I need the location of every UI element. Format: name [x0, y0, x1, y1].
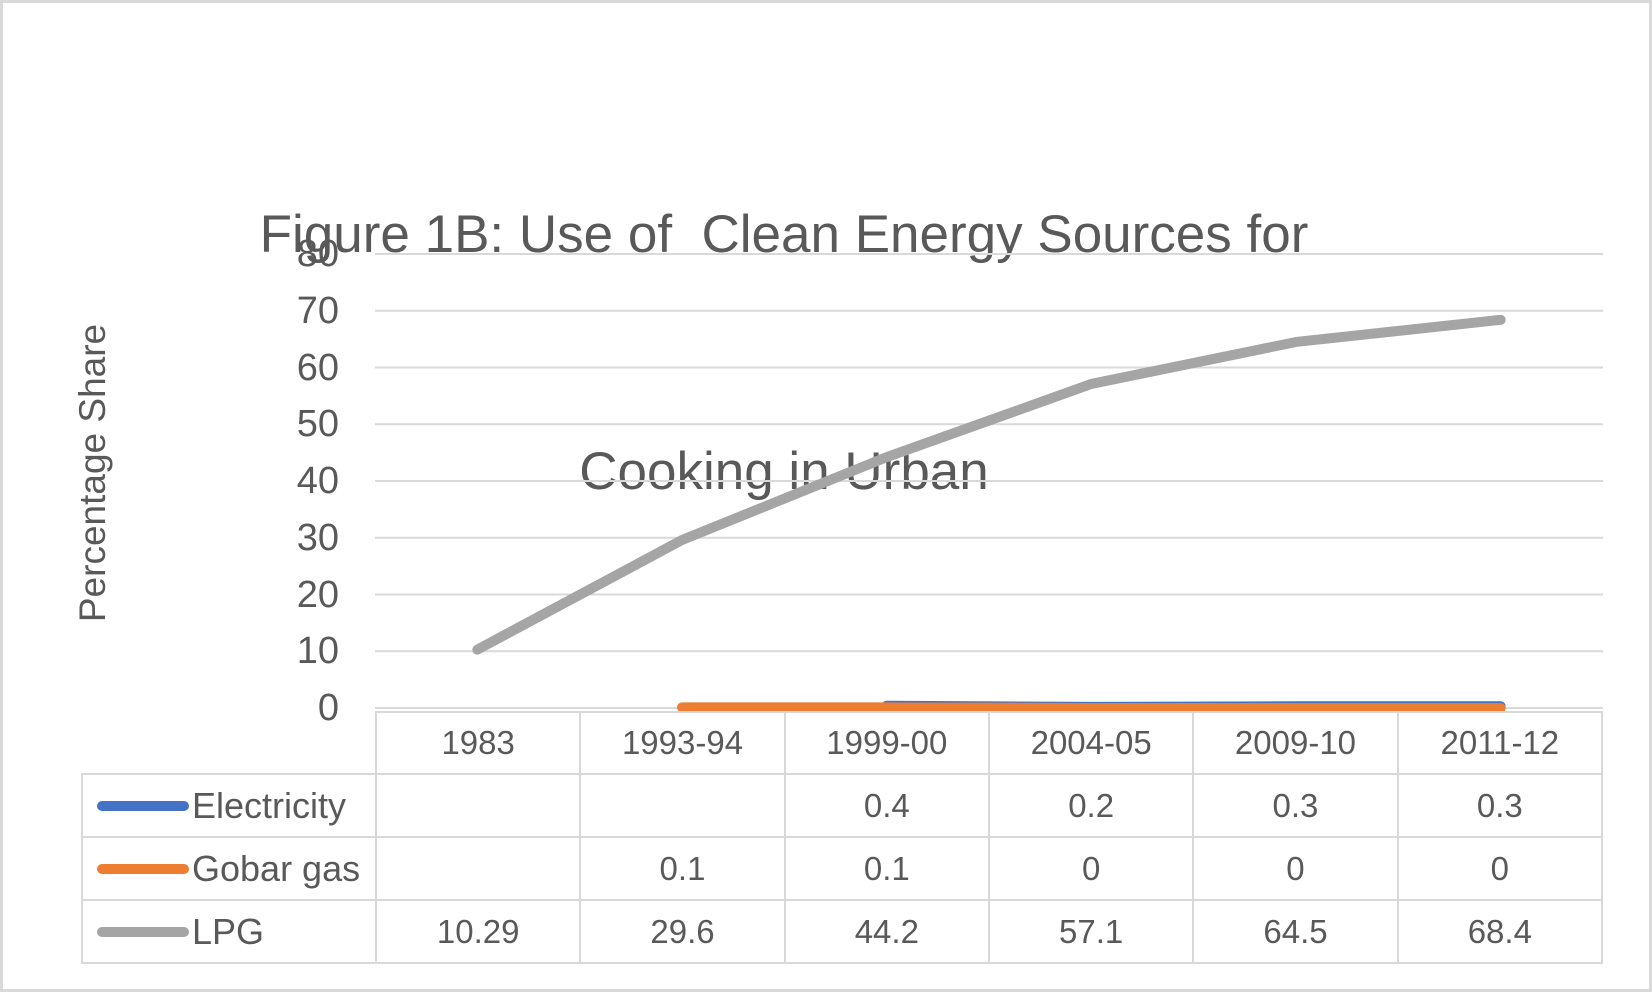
y-tick-label: 50 — [296, 403, 339, 446]
value-cell: 0.1 — [783, 836, 990, 901]
value-cell: 10.29 — [374, 899, 582, 964]
legend-label: Gobar gas — [192, 847, 361, 889]
year-header-cell: 2011-12 — [1396, 711, 1604, 775]
value-cell: 0.1 — [579, 836, 786, 901]
legend-swatch-icon — [97, 863, 189, 874]
legend-swatch-icon — [97, 800, 189, 811]
value-cell: 0 — [1396, 836, 1604, 901]
value-cell: 64.5 — [1192, 899, 1399, 964]
value-cell: 0.4 — [783, 773, 990, 838]
value-cell: 44.2 — [783, 899, 990, 964]
value-cell: 0.3 — [1192, 773, 1399, 838]
value-cell: 68.4 — [1396, 899, 1604, 964]
year-header-cell: 2004-05 — [987, 711, 1195, 775]
table-corner-spacer — [82, 712, 376, 774]
data-table: 1983 1993-94 1999-00 2004-05 2009-10 2011-12 E… — [81, 711, 1604, 964]
plot-area — [375, 253, 1603, 713]
y-tick-label: 40 — [296, 460, 339, 502]
value-cell: 57.1 — [987, 899, 1195, 964]
y-tick-label: 30 — [296, 516, 339, 559]
y-tick-label: 80 — [296, 233, 339, 275]
series-line-lpg — [472, 314, 1506, 655]
y-tick-label: 60 — [296, 346, 339, 389]
legend-label: LPG — [192, 910, 265, 952]
value-cell: 0.2 — [987, 773, 1195, 838]
value-cell — [579, 773, 786, 838]
legend-key-cell: Electricity — [81, 773, 377, 838]
series-line-gobar-gas — [677, 702, 1506, 713]
value-cell: 0 — [1192, 836, 1399, 901]
legend-key-cell: LPG — [81, 899, 377, 964]
year-header-cell: 1999-00 — [783, 711, 990, 775]
y-tick-label: 0 — [317, 687, 339, 729]
y-tick-label: 20 — [296, 573, 339, 616]
y-tick-label: 10 — [296, 630, 339, 673]
value-cell — [374, 773, 582, 838]
legend-swatch-icon — [97, 926, 189, 937]
value-cell: 0.3 — [1396, 773, 1604, 838]
legend-label: Electricity — [192, 784, 347, 826]
year-header-cell: 2009-10 — [1192, 711, 1399, 775]
value-cell: 29.6 — [579, 899, 786, 964]
year-header-cell: 1993-94 — [579, 711, 786, 775]
table-row: LPG 10.29 29.6 44.2 57.1 64.5 68.4 — [81, 899, 1604, 964]
table-row: Gobar gas 0.1 0.1 0 0 0 — [81, 836, 1604, 901]
table-row: Electricity 0.4 0.2 0.3 0.3 — [81, 773, 1604, 838]
legend-key-cell: Gobar gas — [81, 836, 377, 901]
y-tick-label: 70 — [296, 289, 339, 332]
year-header-cell: 1983 — [374, 711, 582, 775]
value-cell — [374, 836, 582, 901]
value-cell: 0 — [987, 836, 1195, 901]
